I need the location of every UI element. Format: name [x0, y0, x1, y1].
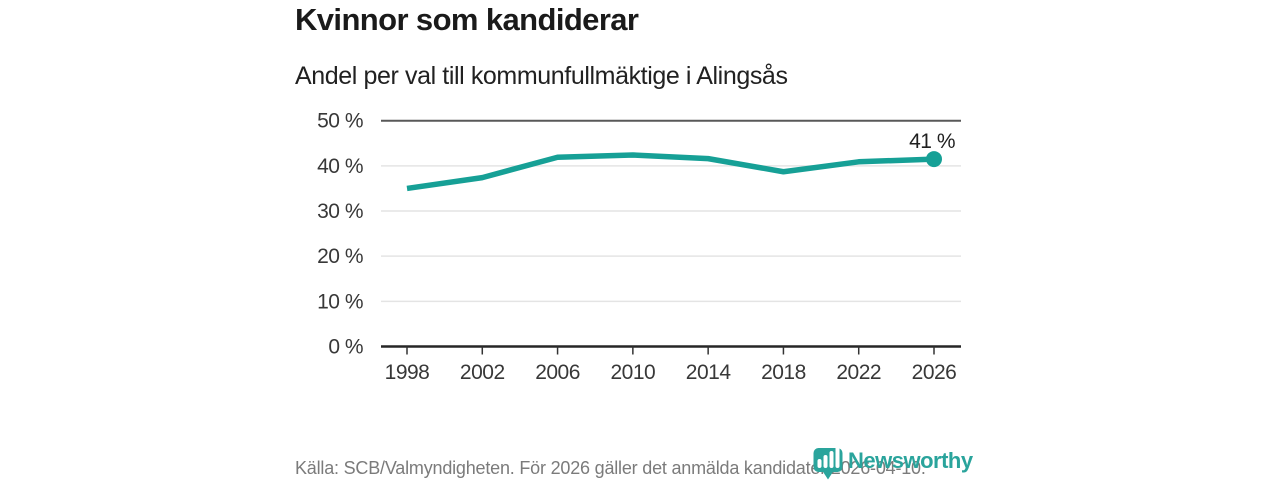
page-subtitle: Andel per val till kommunfullmäktige i A… [295, 62, 788, 90]
x-tick-label: 1998 [385, 361, 430, 384]
end-point-marker [926, 151, 942, 168]
y-tick-label: 10 % [317, 290, 363, 313]
y-tick-label: 30 % [317, 200, 363, 223]
y-tick-label: 50 % [317, 110, 363, 133]
y-tick-label: 20 % [317, 245, 363, 268]
data-line [406, 152, 935, 192]
page-title: Kvinnor som kandiderar [295, 2, 639, 37]
newsworthy-wordmark: Newsworthy [848, 448, 973, 473]
x-tick-label: 2014 [686, 361, 732, 384]
newsworthy-logo: Newsworthy [813, 443, 973, 480]
x-tick-label: 2022 [836, 361, 881, 384]
y-tick-label: 40 % [317, 155, 363, 178]
x-tick-label: 2010 [610, 361, 655, 384]
newsworthy-pin-icon [813, 443, 843, 480]
x-tick-label: 2026 [912, 361, 957, 384]
x-tick-label: 2006 [535, 361, 580, 384]
x-tick-label: 2002 [460, 361, 505, 384]
end-value-label: 41 % [909, 130, 955, 153]
y-tick-label: 0 % [328, 336, 363, 359]
source-note: Källa: SCB/Valmyndigheten. För 2026 gäll… [295, 458, 926, 478]
x-tick-label: 2018 [761, 361, 806, 384]
